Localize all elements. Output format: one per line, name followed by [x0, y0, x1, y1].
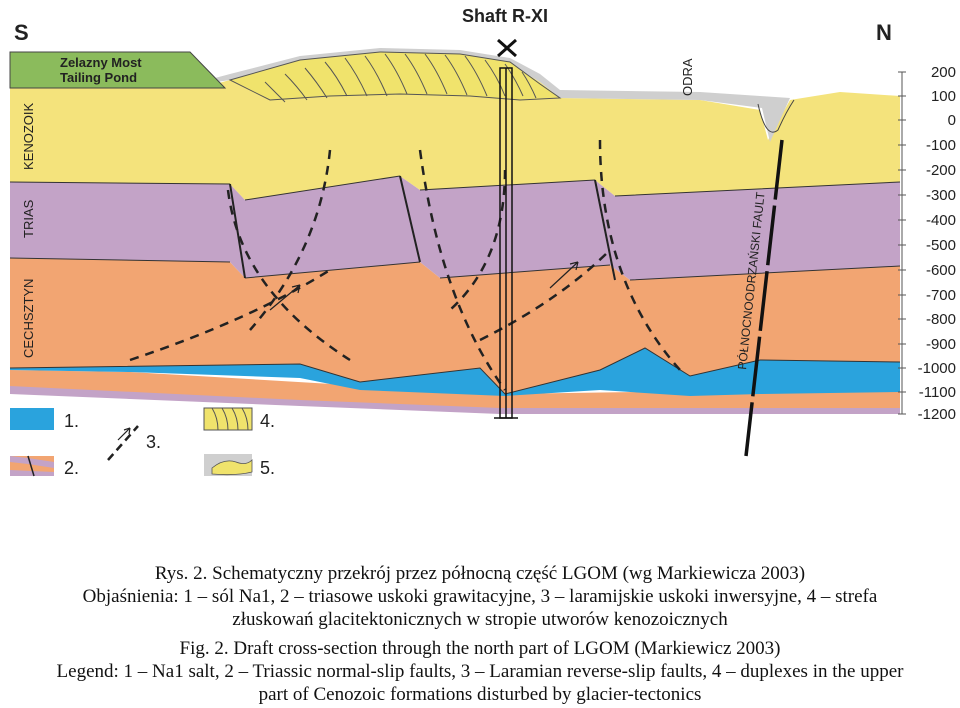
- odra-label: ODRA: [680, 58, 695, 96]
- unit-label-cechsztyn: CECHSZTYN: [21, 279, 36, 358]
- depth-tick-label: -800: [926, 311, 956, 328]
- depth-scale: 200 100 0 -100 -200 -300 -400 -500 -600 …: [898, 64, 956, 423]
- unit-label-trias: TRIAS: [21, 199, 36, 238]
- normal-fault-swatch: [10, 455, 54, 477]
- depth-tick-label: -100: [926, 137, 956, 154]
- shaft-r-xi: [494, 67, 518, 419]
- shaft-label: Shaft R-XI: [462, 6, 548, 26]
- legend-number-2: 2.: [64, 458, 79, 478]
- direction-south: S: [14, 20, 29, 45]
- odra-river: [757, 99, 795, 133]
- legend: 1. 2. 3. 4. 5.: [10, 407, 275, 478]
- depth-tick-label: -700: [926, 287, 956, 304]
- reverse-slip-arrows: [269, 261, 579, 311]
- tailing-pond-label-2: Tailing Pond: [60, 70, 137, 85]
- depth-tick-label: 200: [931, 64, 956, 81]
- duplex-zone: [228, 51, 562, 101]
- depth-tick-label: -200: [926, 162, 956, 179]
- caption-pl-line-3: złuskowań glacitektonicznych w stropie u…: [232, 609, 728, 630]
- grey-deposit-layer: [190, 48, 790, 142]
- tailing-pond-label-1: Zelazny Most: [60, 55, 142, 70]
- unit-label-kenozoik: KENOZOIK: [21, 102, 36, 170]
- duplex-swatch: [203, 407, 253, 431]
- layer-boundaries: [9, 175, 901, 395]
- direction-north: N: [876, 20, 892, 45]
- salt-swatch: [10, 408, 54, 430]
- legend-number-1: 1.: [64, 411, 79, 431]
- depth-tick-label: 0: [948, 112, 956, 129]
- bottom-sliver: [10, 386, 900, 414]
- depth-tick-label: -1200: [918, 406, 956, 423]
- depth-tick-label: -300: [926, 187, 956, 204]
- caption-en-line-1: Fig. 2. Draft cross-section through the …: [179, 638, 781, 659]
- depth-tick-label: -1100: [919, 384, 956, 401]
- duplex-scales: [264, 53, 537, 103]
- depth-tick-marks: [898, 71, 906, 415]
- depth-tick-label: -1000: [918, 360, 956, 377]
- depth-tick-label: -500: [926, 237, 956, 254]
- depth-tick-label: -900: [926, 336, 956, 353]
- depth-tick-label: -400: [926, 212, 956, 229]
- salt-layer: [10, 348, 900, 396]
- reverse-fault-arrow: [107, 425, 139, 461]
- legend-number-3: 3.: [146, 432, 161, 452]
- cenozoic-layer: [10, 54, 900, 200]
- legend-number-4: 4.: [260, 411, 275, 431]
- caption-en-line-3: part of Cenozoic formations disturbed by…: [258, 684, 702, 705]
- tailing-pond: [9, 51, 227, 89]
- cross-section-diagram: S N Shaft R-XI Zelazny Most Tailing Pond…: [9, 6, 956, 478]
- depth-tick-label: -600: [926, 262, 956, 279]
- shaft-hammer-icon: [497, 38, 517, 58]
- cross-section: [9, 38, 901, 457]
- normal-faults: [229, 175, 616, 281]
- caption-pl-line-2: Objaśnienia: 1 – sól Na1, 2 – triasowe u…: [82, 586, 878, 607]
- dashed-faults: [129, 139, 681, 391]
- grey-deposit-swatch: [204, 454, 253, 476]
- zechstein-layer: [10, 258, 900, 394]
- caption-en-line-2: Legend: 1 – Na1 salt, 2 – Triassic norma…: [56, 661, 904, 682]
- polnocnoodrzanski-fault: [744, 139, 784, 457]
- legend-number-5: 5.: [260, 458, 275, 478]
- caption-pl-line-1: Rys. 2. Schematyczny przekrój przez półn…: [154, 563, 806, 584]
- depth-tick-label: 100: [931, 88, 956, 105]
